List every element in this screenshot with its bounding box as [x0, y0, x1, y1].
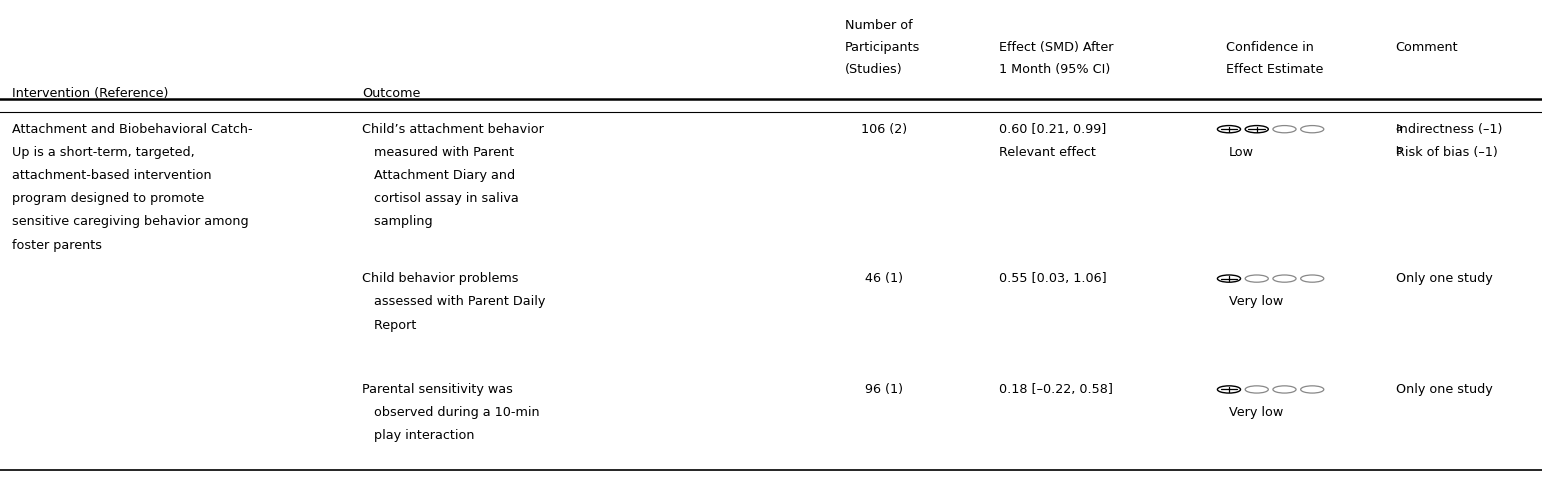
Text: Very low: Very low — [1229, 295, 1283, 308]
Text: Confidence in: Confidence in — [1226, 41, 1314, 54]
Text: 1 Month (95% CI): 1 Month (95% CI) — [999, 63, 1110, 76]
Text: Only one study: Only one study — [1396, 272, 1493, 285]
Text: Participants: Participants — [845, 41, 921, 54]
Text: Attachment and Biobehavioral Catch-: Attachment and Biobehavioral Catch- — [12, 123, 253, 136]
Text: play interaction: play interaction — [362, 429, 475, 442]
Text: assessed with Parent Daily: assessed with Parent Daily — [362, 295, 546, 308]
Text: Indirectness (–1): Indirectness (–1) — [1396, 123, 1502, 136]
Text: 0.18 [–0.22, 0.58]: 0.18 [–0.22, 0.58] — [999, 383, 1113, 396]
Text: Child’s attachment behavior: Child’s attachment behavior — [362, 123, 544, 136]
Text: 0.55 [0.03, 1.06]: 0.55 [0.03, 1.06] — [999, 272, 1107, 285]
Text: 46 (1): 46 (1) — [865, 272, 902, 285]
Text: 0.60 [0.21, 0.99]: 0.60 [0.21, 0.99] — [999, 123, 1107, 136]
Text: Outcome: Outcome — [362, 87, 421, 100]
Text: Number of: Number of — [845, 19, 913, 32]
Text: Effect (SMD) After: Effect (SMD) After — [999, 41, 1113, 54]
Text: Low: Low — [1229, 146, 1254, 159]
Text: Up is a short-term, targeted,: Up is a short-term, targeted, — [12, 146, 196, 159]
Text: Child behavior problems: Child behavior problems — [362, 272, 518, 285]
Text: Report: Report — [362, 319, 416, 332]
Text: program designed to promote: program designed to promote — [12, 192, 205, 205]
Text: 96 (1): 96 (1) — [865, 383, 902, 396]
Text: Relevant effect: Relevant effect — [999, 146, 1096, 159]
Text: Comment: Comment — [1396, 41, 1459, 54]
Text: sensitive caregiving behavior among: sensitive caregiving behavior among — [12, 215, 248, 228]
Text: b: b — [1396, 146, 1402, 156]
Text: foster parents: foster parents — [12, 239, 102, 252]
Text: measured with Parent: measured with Parent — [362, 146, 515, 159]
Text: Very low: Very low — [1229, 406, 1283, 419]
Text: cortisol assay in saliva: cortisol assay in saliva — [362, 192, 520, 205]
Text: Effect Estimate: Effect Estimate — [1226, 63, 1323, 76]
Text: 106 (2): 106 (2) — [860, 123, 907, 136]
Text: Attachment Diary and: Attachment Diary and — [362, 169, 515, 182]
Text: Risk of bias (–1): Risk of bias (–1) — [1396, 146, 1497, 159]
Text: observed during a 10-min: observed during a 10-min — [362, 406, 540, 419]
Text: a: a — [1396, 123, 1402, 133]
Text: attachment-based intervention: attachment-based intervention — [12, 169, 211, 182]
Text: (Studies): (Studies) — [845, 63, 902, 76]
Text: Intervention (Reference): Intervention (Reference) — [12, 87, 168, 100]
Text: Parental sensitivity was: Parental sensitivity was — [362, 383, 513, 396]
Text: sampling: sampling — [362, 215, 433, 228]
Text: Only one study: Only one study — [1396, 383, 1493, 396]
